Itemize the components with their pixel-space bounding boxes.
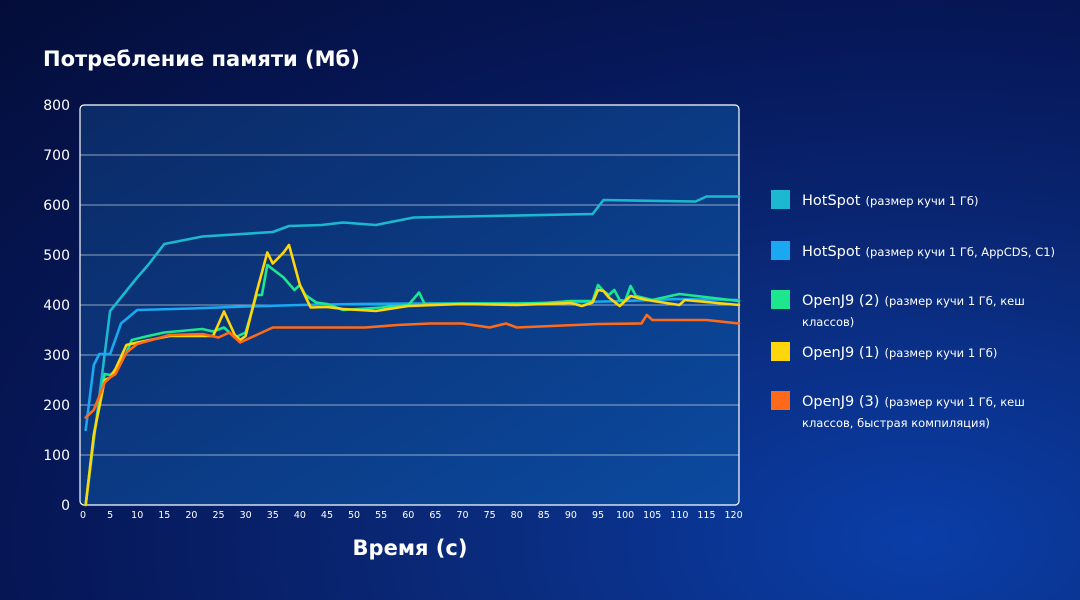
legend-label: HotSpot	[802, 244, 861, 260]
series-line-1	[84, 195, 741, 507]
y-tick-label: 700	[43, 148, 70, 164]
x-tick-label: 5	[107, 510, 113, 521]
legend-note: (размер кучи 1 Гб, кеш классов, быстрая …	[802, 395, 1025, 430]
x-tick-label: 65	[429, 510, 441, 521]
legend-swatch-hotspot-appcds	[771, 241, 790, 260]
y-tick-label: 400	[43, 298, 70, 314]
x-tick-label: 80	[511, 510, 523, 521]
y-tick-label: 200	[43, 398, 70, 414]
x-tick-label: 70	[456, 510, 468, 521]
legend-item-openj9-3: OpenJ9 (3) (размер кучи 1 Гб, кеш классо…	[771, 391, 1064, 433]
x-tick-label: 105	[643, 510, 661, 521]
x-tick-label: 50	[348, 510, 360, 521]
y-tick-label: 800	[43, 98, 70, 114]
y-tick-label: 300	[43, 348, 70, 364]
y-tick-label: 100	[43, 448, 70, 464]
x-tick-label: 75	[484, 510, 496, 521]
legend-swatch-openj9-1	[771, 342, 790, 361]
legend-item-openj9-2: OpenJ9 (2) (размер кучи 1 Гб, кеш классо…	[771, 290, 1064, 332]
x-tick-label: 60	[402, 510, 414, 521]
x-tick-label: 30	[240, 510, 252, 521]
chart-title: Потребление памяти (Мб)	[43, 47, 360, 71]
legend-swatch-openj9-2	[771, 290, 790, 309]
legend-item-hotspot-appcds: HotSpot (размер кучи 1 Гб, AppCDS, C1)	[771, 241, 1064, 262]
y-axis-ticks: 0 100 200 300 400 500 600 700 800	[43, 98, 70, 514]
series-line-5	[84, 313, 741, 419]
series-line-3	[84, 263, 741, 507]
x-tick-label: 110	[670, 510, 688, 521]
x-tick-label: 20	[185, 510, 197, 521]
x-tick-label: 25	[212, 510, 224, 521]
x-tick-label: 0	[80, 510, 86, 521]
y-tick-label: 0	[61, 498, 70, 514]
legend-label: OpenJ9 (2)	[802, 293, 880, 309]
x-axis-ticks: 0 5 10 15 20 25 30 35 40 45 50 55 60 65 70 75 80 85 90 95 10…	[80, 510, 743, 521]
x-tick-label: 45	[321, 510, 333, 521]
legend-note: (размер кучи 1 Гб, кеш классов)	[802, 294, 1025, 329]
x-tick-label: 90	[565, 510, 577, 521]
legend-label: OpenJ9 (3)	[802, 394, 880, 410]
legend-item-openj9-1: OpenJ9 (1) (размер кучи 1 Гб)	[771, 342, 1064, 363]
legend-note: (размер кучи 1 Гб)	[865, 194, 979, 208]
x-tick-label: 15	[158, 510, 170, 521]
x-tick-label: 115	[697, 510, 715, 521]
legend-note: (размер кучи 1 Гб, AppCDS, C1)	[865, 245, 1056, 259]
x-tick-label: 100	[616, 510, 634, 521]
y-tick-label: 500	[43, 248, 70, 264]
legend-swatch-openj9-3	[771, 391, 790, 410]
legend-note: (размер кучи 1 Гб)	[884, 346, 998, 360]
legend-item-hotspot: HotSpot (размер кучи 1 Гб)	[771, 190, 1064, 211]
x-tick-label: 10	[131, 510, 143, 521]
x-axis-label: Время (с)	[352, 536, 468, 560]
x-tick-label: 95	[592, 510, 604, 521]
series-lines	[84, 195, 741, 507]
x-tick-label: 120	[725, 510, 743, 521]
grid-lines	[80, 154, 739, 456]
x-tick-label: 35	[267, 510, 279, 521]
legend-swatch-hotspot	[771, 190, 790, 209]
x-tick-label: 55	[375, 510, 387, 521]
y-tick-label: 600	[43, 198, 70, 214]
x-tick-label: 85	[538, 510, 550, 521]
legend-label: OpenJ9 (1)	[802, 345, 880, 361]
x-tick-label: 40	[294, 510, 306, 521]
legend-label: HotSpot	[802, 193, 861, 209]
